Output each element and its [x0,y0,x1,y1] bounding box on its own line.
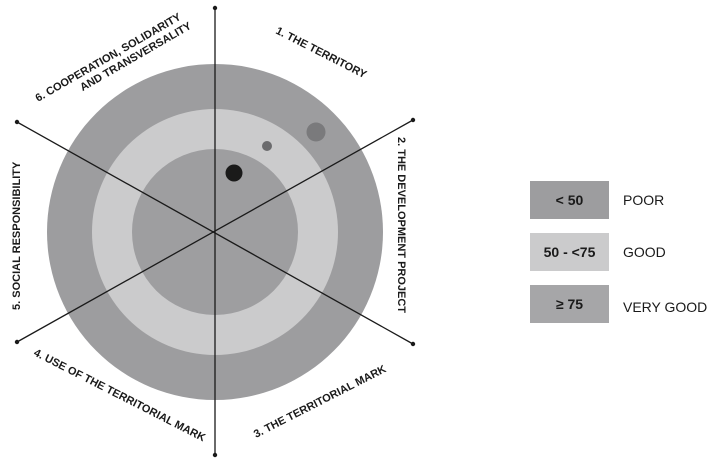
axis-line-diagonal-1 [16,121,414,345]
legend-label-good: GOOD [623,244,666,260]
axis-endpoint-upper-left [14,119,20,125]
legend-row-very-good: ≥ 75 VERY GOOD [530,285,707,323]
axis-endpoint-upper-right [410,117,416,123]
legend-label-very-good: VERY GOOD [623,299,708,315]
legend-range-poor: < 50 [555,192,584,208]
axis-label-development-project: 2. THE DEVELOPMENT PROJECT [395,137,407,313]
score-dot-dark [225,164,243,182]
axis-line-diagonal-2 [16,119,414,343]
axis-endpoint-lower-right [410,341,416,347]
axis-endpoint-bottom [212,452,218,458]
legend-row-good: 50 - <75 GOOD [530,233,707,271]
legend-label-poor: POOR [623,192,665,208]
legend: < 50 POOR 50 - <75 GOOD ≥ 75 VERY GOOD [530,181,707,337]
legend-swatch-poor: < 50 [530,181,609,219]
legend-range-very-good: ≥ 75 [555,296,584,312]
legend-swatch-very-good: ≥ 75 [530,285,609,323]
legend-swatch-good: 50 - <75 [530,233,609,271]
axis-label-social-responsibility: 5. SOCIAL RESPONSIBILITY [11,161,23,310]
axis-endpoint-lower-left [14,339,20,345]
score-dot-small [262,141,272,151]
score-dot-large [306,122,326,142]
legend-range-good: 50 - <75 [543,244,596,260]
axis-label-territory: 1. THE TERRITORY [274,25,369,81]
legend-row-poor: < 50 POOR [530,181,707,219]
axis-endpoint-top [212,5,218,11]
